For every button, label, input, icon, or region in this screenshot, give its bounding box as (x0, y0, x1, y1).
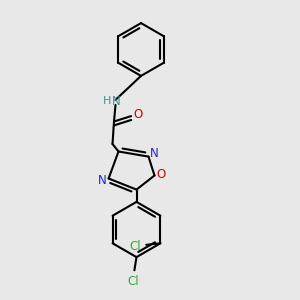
Text: Cl: Cl (128, 274, 139, 288)
Text: Cl: Cl (130, 240, 141, 253)
Text: N: N (98, 173, 106, 187)
Text: O: O (157, 168, 166, 181)
Text: O: O (134, 108, 142, 121)
Text: N: N (150, 147, 159, 160)
Text: H: H (103, 96, 111, 106)
Text: N: N (112, 94, 121, 108)
